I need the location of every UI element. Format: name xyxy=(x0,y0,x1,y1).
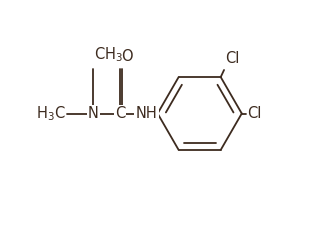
Text: C: C xyxy=(115,106,125,121)
Text: Cl: Cl xyxy=(247,106,262,121)
Text: NH: NH xyxy=(136,106,157,121)
Text: O: O xyxy=(121,49,132,64)
Text: Cl: Cl xyxy=(225,51,239,66)
Text: H$_3$C: H$_3$C xyxy=(36,104,66,123)
Text: N: N xyxy=(88,106,99,121)
Text: CH$_3$: CH$_3$ xyxy=(94,45,123,64)
